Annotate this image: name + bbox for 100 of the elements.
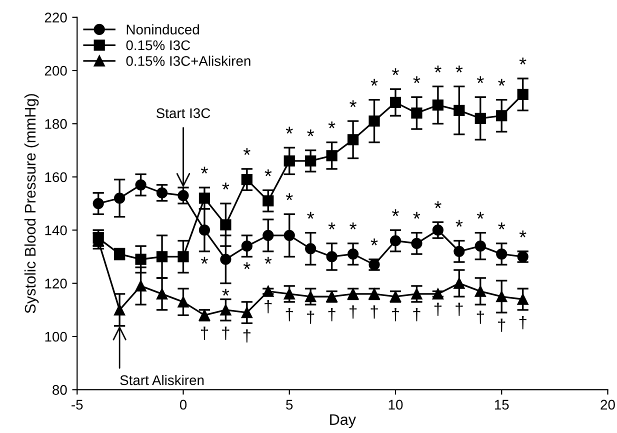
point (496, 291, 508, 302)
annotation: * (307, 129, 314, 136)
point (284, 155, 295, 167)
point (347, 248, 359, 260)
point (454, 246, 465, 257)
point (178, 251, 189, 262)
point (432, 224, 444, 236)
annotation: * (264, 256, 272, 264)
annotation: * (476, 212, 484, 219)
point (517, 294, 528, 305)
annotation: * (264, 169, 272, 176)
point (390, 96, 402, 108)
point (284, 230, 295, 241)
point (220, 254, 232, 265)
annotation: * (434, 201, 442, 208)
point (368, 116, 380, 127)
x-tick-label: 0 (180, 400, 187, 410)
annotation: * (350, 100, 357, 108)
annotation: * (392, 209, 399, 216)
point (135, 254, 146, 265)
annotation: * (498, 78, 506, 86)
x-tick-label: -5 (72, 400, 83, 410)
legend-label: 0.15% I3C+Aliskiren (126, 56, 250, 66)
annotation: * (328, 222, 336, 230)
point (432, 288, 444, 300)
point (474, 112, 486, 124)
point (390, 235, 402, 246)
point (326, 150, 338, 162)
point (156, 288, 168, 300)
annotation: † (286, 308, 293, 322)
point (220, 304, 232, 316)
y-tick-label: 180 (45, 119, 67, 129)
point (114, 304, 126, 316)
x-tick-label: 15 (494, 400, 509, 410)
point (262, 230, 274, 241)
point (474, 240, 486, 252)
annotation: † (498, 318, 506, 332)
annotation: † (307, 310, 314, 324)
point (241, 307, 252, 318)
annotation: * (519, 58, 526, 64)
annotation: † (264, 300, 272, 314)
point (114, 192, 126, 204)
annotation: Start I3C (156, 108, 210, 118)
point (454, 278, 465, 289)
point (305, 291, 316, 302)
annotation: * (434, 66, 442, 72)
y-tick-label: 120 (45, 278, 67, 288)
x-tick-label: 5 (286, 400, 293, 410)
annotation: * (286, 193, 293, 200)
point (262, 195, 274, 206)
annotation: † (350, 305, 357, 319)
point (178, 296, 189, 308)
annotation: † (434, 302, 442, 316)
y-axis-title: Systolic Blood Pressure (mmHg) (24, 94, 39, 314)
point (241, 240, 252, 252)
x-tick-label: 20 (600, 400, 615, 410)
annotation: † (476, 310, 484, 324)
point (432, 100, 444, 111)
point (284, 288, 295, 300)
point (198, 192, 210, 204)
y-tick-label: 80 (52, 385, 67, 395)
annotation: * (222, 288, 230, 296)
annotation: * (222, 182, 230, 190)
point (326, 251, 338, 262)
legend-label: Noninduced (126, 24, 199, 34)
point (496, 248, 508, 260)
annotation: † (200, 326, 208, 340)
point (198, 224, 210, 236)
annotation: * (201, 166, 208, 174)
point (347, 134, 359, 146)
annotation: * (413, 212, 420, 219)
point (92, 198, 104, 210)
annotation: * (498, 222, 506, 230)
annotation: * (243, 262, 250, 270)
annotation: * (350, 222, 357, 230)
point (474, 286, 486, 297)
annotation: * (392, 68, 399, 76)
annotation: * (201, 256, 208, 264)
y-tick-label: 200 (44, 66, 67, 76)
point (156, 251, 168, 262)
annotation: † (328, 308, 336, 322)
x-tick-label: 10 (388, 400, 403, 410)
point (156, 187, 168, 198)
y-tick-label: 140 (45, 225, 67, 236)
point (517, 88, 528, 100)
annotation: * (413, 76, 420, 84)
point (305, 155, 316, 167)
annotation: † (413, 308, 420, 322)
annotation: Start Aliskiren (120, 374, 204, 386)
point (135, 179, 146, 190)
annotation: * (307, 212, 314, 219)
annotation: † (456, 302, 463, 316)
point (496, 110, 508, 122)
x-axis-title: Day (330, 414, 356, 428)
annotation: * (243, 148, 250, 155)
annotation: * (456, 66, 463, 72)
point (411, 288, 422, 300)
annotation: † (519, 316, 526, 330)
annotation: † (392, 308, 400, 322)
point (220, 219, 232, 230)
